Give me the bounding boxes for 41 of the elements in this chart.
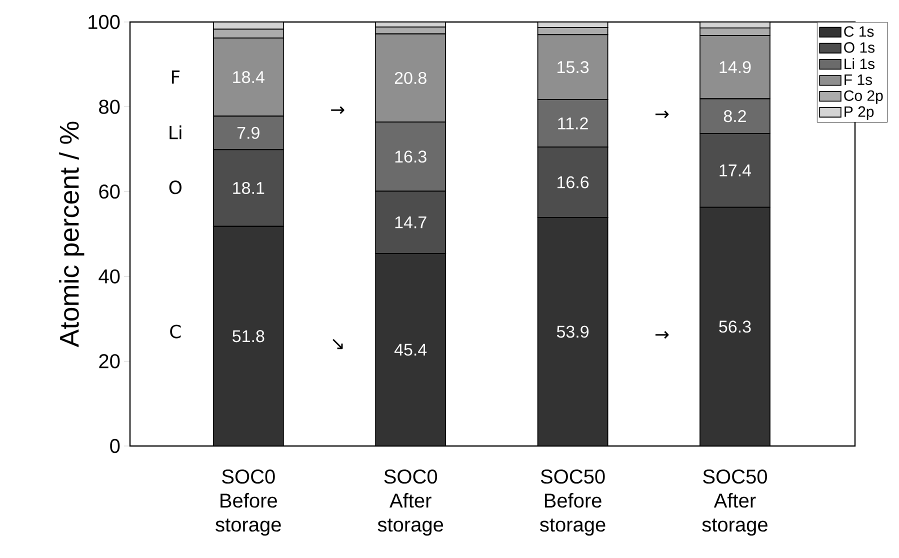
annotation: F [172,70,180,84]
x-tick-label: SOC0 Before storage [216,470,281,536]
annotation: ↘ [332,338,343,350]
data-label: 14.7 [395,216,426,228]
y-tick-label: 0 [110,438,120,454]
legend-label: P 2p [844,106,874,120]
data-label: 14.9 [720,61,751,74]
legend-label: F 1s [844,74,872,85]
x-tick-label: SOC50 Before storage [540,470,606,536]
y-tick-label: 20 [99,354,120,368]
y-axis-title: Atomic percent / % [59,122,84,348]
data-label: 8.2 [724,110,746,122]
data-label: 45.4 [394,344,427,356]
data-label: 11.2 [558,117,588,130]
annotation: → [655,110,669,118]
data-label: 18.1 [233,182,264,194]
annotation: → [655,331,669,339]
y-tick-label: 40 [98,269,120,284]
annotation: Li [170,125,182,140]
legend-label: Co 2p [844,90,883,104]
x-tick-label: SOC50 After storage [702,470,768,536]
data-label: 16.6 [558,176,589,188]
data-label: 15.3 [558,61,589,74]
y-tick-label: 80 [99,100,120,114]
legend-label: O 1s [844,42,875,53]
data-label: 17.4 [720,164,752,176]
y-tick-label: 60 [99,184,120,199]
annotation: C [170,324,181,338]
x-tick-label: SOC0 After storage [378,470,444,536]
legend-label: C 1s [844,26,874,37]
annotation: → [331,106,344,114]
data-label: 51.8 [232,330,264,342]
annotation: O [169,180,182,194]
data-label: 53.9 [556,326,589,338]
data-label: 20.8 [394,72,426,84]
data-label: 16.3 [395,150,426,163]
legend-label: Li 1s [844,58,875,70]
y-tick-label: 100 [88,14,120,30]
data-label: 18.4 [233,71,264,84]
data-label: 7.9 [237,126,260,139]
data-label: 56.3 [719,320,751,333]
